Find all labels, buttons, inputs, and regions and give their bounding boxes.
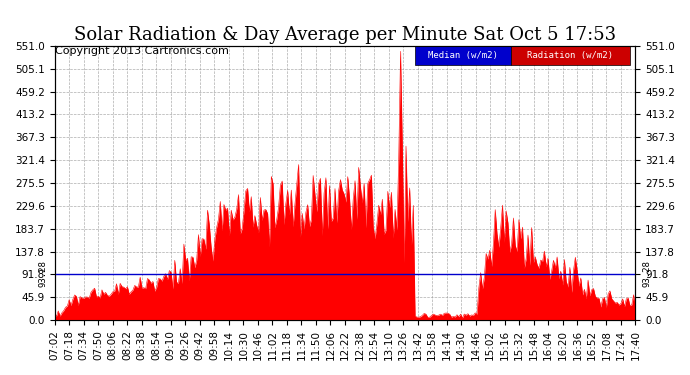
Text: 93.28: 93.28 (642, 260, 651, 287)
Title: Solar Radiation & Day Average per Minute Sat Oct 5 17:53: Solar Radiation & Day Average per Minute… (74, 26, 616, 44)
Text: 93.28: 93.28 (39, 260, 48, 287)
Text: Copyright 2013 Cartronics.com: Copyright 2013 Cartronics.com (55, 46, 228, 56)
